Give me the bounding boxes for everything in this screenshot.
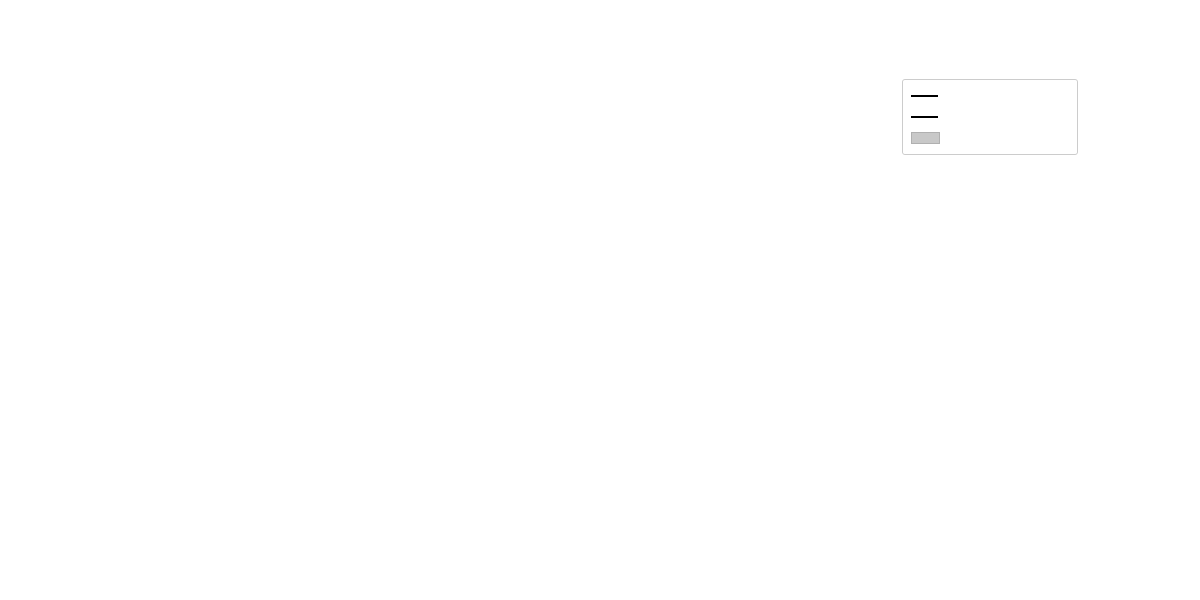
- legend-item-median-spectrum: [911, 85, 1069, 106]
- mad-band-swatch-icon: [911, 131, 940, 144]
- legend-item-reference-spec: [911, 106, 1069, 127]
- legend: [902, 79, 1078, 155]
- reference-line-swatch-icon: [911, 115, 938, 118]
- legend-item-median-abs-dev: [911, 127, 1069, 148]
- median-line-swatch-icon: [911, 94, 938, 97]
